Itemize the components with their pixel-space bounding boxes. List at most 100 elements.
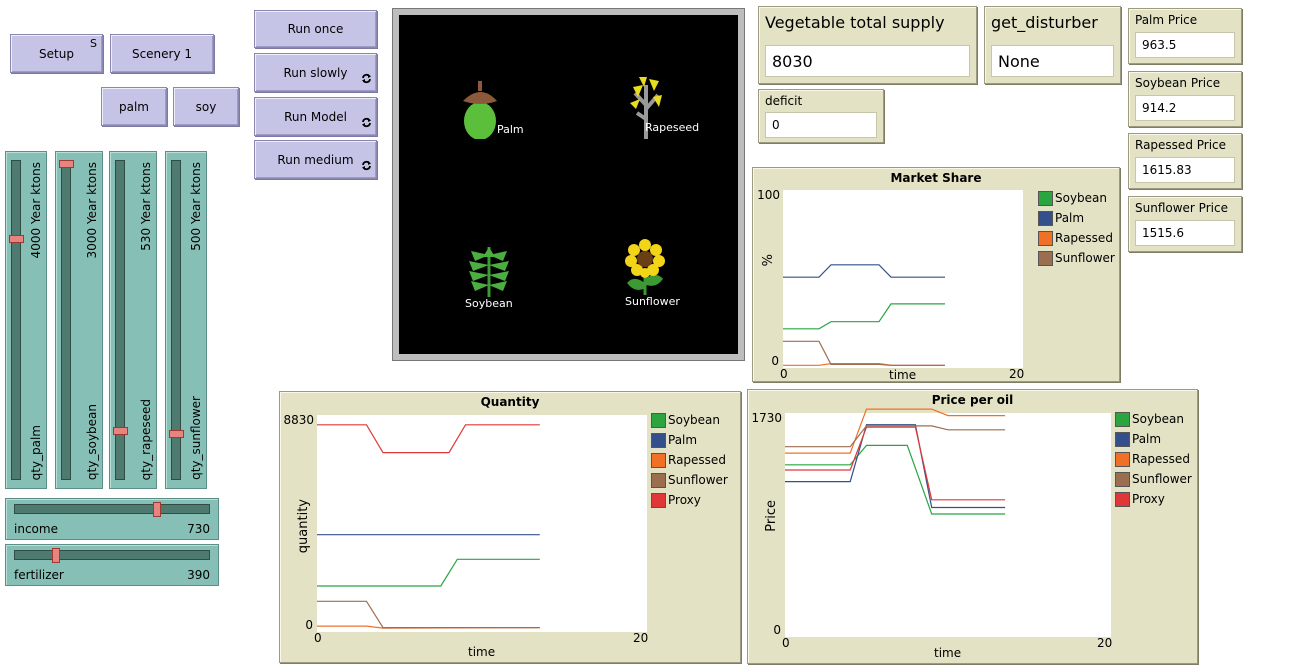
y-tick-max: 1730: [751, 411, 782, 425]
monitor-title: Vegetable total supply: [765, 13, 945, 32]
slider-qty-sunflower[interactable]: 500 Year ktons qty_sunflower: [165, 151, 207, 489]
run-once-label: Run once: [287, 22, 344, 36]
slider-qty-palm[interactable]: 4000 Year ktons qty_palm: [5, 151, 47, 489]
quantity-plot[interactable]: Quantity 8830 0 0 20 time quantity Soybean Palm R…: [279, 391, 741, 663]
legend-label: Soybean: [1055, 191, 1108, 205]
legend-item: Palm: [1115, 429, 1192, 449]
world-view[interactable]: Palm Rapeseed Soybean: [392, 8, 745, 361]
world-canvas: Palm Rapeseed Soybean: [399, 15, 738, 354]
slider-qty-soybean[interactable]: 3000 Year ktons qty_soybean: [55, 151, 103, 489]
y-axis-label: %: [761, 254, 776, 267]
slider-name: qty_rapeseed: [139, 398, 153, 480]
legend-swatch: [1115, 431, 1130, 447]
scenery-button[interactable]: Scenery 1: [110, 34, 214, 73]
plot-title: Quantity: [480, 395, 540, 409]
run-model-button[interactable]: Run Model: [254, 97, 377, 136]
x-tick-max: 20: [633, 631, 649, 645]
slider-track[interactable]: [11, 160, 21, 480]
soy-button-label: soy: [195, 99, 217, 114]
plot-area: [785, 408, 1111, 637]
plot-title: Market Share: [890, 171, 982, 185]
palm-agent: Palm: [461, 79, 551, 149]
slider-handle[interactable]: [59, 160, 74, 168]
legend-swatch: [1038, 210, 1053, 226]
soy-button[interactable]: soy: [173, 87, 239, 126]
x-tick-min: 0: [782, 636, 790, 650]
soybean-price-monitor: Soybean Price 914.2: [1128, 71, 1242, 127]
y-tick-max: 8830: [283, 413, 314, 427]
disturber-monitor: get_disturber None: [984, 6, 1121, 84]
legend-swatch: [1115, 491, 1130, 507]
slider-track[interactable]: [14, 504, 210, 514]
y-tick-max: 100: [757, 188, 780, 202]
run-slowly-button[interactable]: Run slowly: [254, 53, 377, 92]
plot-area: [317, 415, 647, 632]
rapeseed-agent: Rapeseed: [629, 75, 719, 147]
legend-label: Soybean: [668, 413, 721, 427]
run-medium-label: Run medium: [277, 152, 354, 167]
legend-label: Rapessed: [668, 453, 726, 467]
palm-price-monitor: Palm Price 963.5: [1128, 8, 1242, 64]
rapeseed-agent-label: Rapeseed: [645, 121, 700, 134]
legend-item: Palm: [651, 430, 728, 450]
series-line-soybean: [785, 444, 1006, 515]
palm-button-label: palm: [119, 99, 149, 114]
legend-label: Proxy: [668, 493, 701, 507]
legend-swatch: [1038, 230, 1053, 246]
slider-handle[interactable]: [169, 430, 184, 439]
slider-name: qty_palm: [29, 424, 43, 480]
slider-income[interactable]: income 730: [5, 498, 219, 540]
flower-icon: [625, 239, 665, 295]
slider-name: qty_soybean: [85, 403, 99, 480]
series-line-proxy: [785, 426, 1006, 501]
slider-track[interactable]: [61, 160, 71, 480]
legend-item: Soybean: [1115, 409, 1192, 429]
slider-handle[interactable]: [113, 426, 128, 435]
slider-handle[interactable]: [152, 502, 161, 517]
legend-item: Proxy: [1115, 489, 1192, 509]
slider-track[interactable]: [115, 160, 125, 480]
monitor-title: get_disturber: [991, 13, 1098, 32]
slider-handle[interactable]: [9, 235, 24, 244]
legend-item: Sunflower: [1115, 469, 1192, 489]
plot-legend: Soybean Palm Rapessed Sunflower Proxy: [1115, 409, 1192, 509]
sunflower-price-monitor: Sunflower Price 1515.6: [1128, 196, 1242, 252]
legend-item: Soybean: [651, 410, 728, 430]
series-line-soybean: [317, 558, 540, 587]
monitor-value: None: [991, 45, 1114, 77]
legend-label: Sunflower: [1132, 472, 1192, 486]
run-medium-button[interactable]: Run medium: [254, 140, 377, 179]
setup-button[interactable]: Setup S: [10, 34, 103, 73]
soybean-agent-label: Soybean: [465, 297, 513, 310]
x-axis-label: time: [468, 645, 496, 659]
legend-swatch: [651, 412, 666, 428]
legend-item: Rapessed: [1038, 228, 1115, 248]
monitor-title: Palm Price: [1135, 13, 1198, 27]
leaf-icon: [469, 247, 509, 297]
monitor-value: 8030: [765, 45, 970, 77]
plot-title: Price per oil: [931, 393, 1014, 407]
slider-qty-rapeseed[interactable]: 530 Year ktons qty_rapeseed: [109, 151, 157, 489]
series-line-palm: [785, 424, 1006, 509]
legend-item: Proxy: [651, 490, 728, 510]
monitor-value: 1515.6: [1135, 220, 1235, 246]
y-tick-min: 0: [773, 623, 781, 637]
monitor-value: 1615.83: [1135, 157, 1235, 183]
slider-value: 390: [187, 568, 210, 582]
legend-swatch: [1115, 471, 1130, 487]
slider-track[interactable]: [14, 550, 210, 560]
soybean-agent: Soybean: [465, 241, 555, 311]
run-once-button[interactable]: Run once: [254, 10, 377, 48]
slider-handle[interactable]: [52, 548, 60, 563]
price-per-oil-plot[interactable]: Price per oil 1730 0 0 20 time Price Soybean Pal…: [747, 389, 1198, 664]
slider-track[interactable]: [171, 160, 181, 480]
legend-item: Sunflower: [651, 470, 728, 490]
slider-fertilizer[interactable]: fertilizer 390: [5, 544, 219, 586]
palm-button[interactable]: palm: [101, 87, 167, 126]
monitor-value: 963.5: [1135, 32, 1235, 58]
legend-swatch: [651, 492, 666, 508]
x-tick-min: 0: [780, 367, 788, 381]
market-share-plot[interactable]: Market Share 100 0 0 20 time% Soybean Palm Rapes…: [752, 167, 1120, 382]
legend-label: Sunflower: [668, 473, 728, 487]
slider-value: 730: [187, 522, 210, 536]
